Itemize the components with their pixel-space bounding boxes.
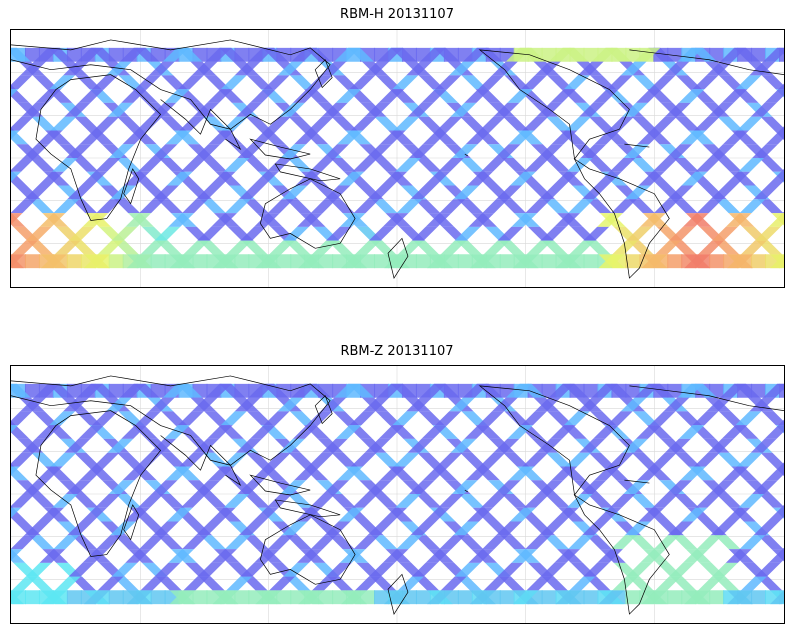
panel-title-rbm-h: RBM-H 20131107 bbox=[340, 7, 454, 22]
orbit-swaths bbox=[11, 383, 784, 605]
gridlines bbox=[11, 366, 784, 623]
coastlines bbox=[11, 39, 784, 279]
gridlines bbox=[11, 30, 784, 287]
map-rbm-h bbox=[10, 29, 785, 288]
orbit-swaths bbox=[11, 47, 784, 269]
panel-title-rbm-z: RBM-Z 20131107 bbox=[340, 344, 454, 359]
map-rbm-z bbox=[10, 365, 785, 624]
coastlines bbox=[11, 375, 784, 615]
map-canvas-rbm-z bbox=[11, 366, 784, 623]
map-canvas-rbm-h bbox=[11, 30, 784, 287]
